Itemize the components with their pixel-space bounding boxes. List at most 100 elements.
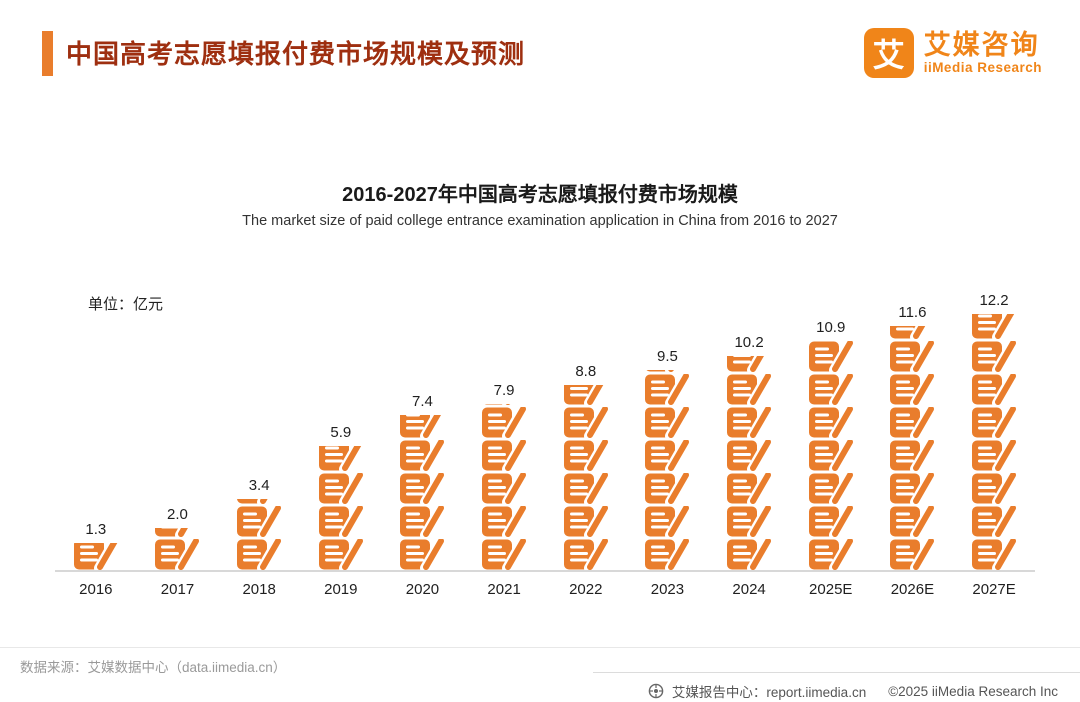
chart-title: 2016-2027年中国高考志愿填报付费市场规模: [342, 184, 738, 206]
document-pen-icon: [725, 535, 774, 570]
document-pen-icon: [317, 502, 365, 540]
document-pen-icon: [398, 415, 446, 441]
bar-column: 8.8: [549, 363, 623, 570]
logo-name-en: iiMedia Research: [923, 60, 1042, 76]
value-label: 7.4: [412, 393, 433, 410]
footer-right-divider: [593, 672, 1080, 673]
pictogram-bar: [725, 356, 774, 570]
document-pen-icon: [235, 499, 283, 507]
category-label: 2027E: [972, 581, 1016, 598]
category-label: 2020: [405, 581, 440, 598]
category-label: 2019: [324, 581, 358, 598]
iimedia-logo: 艾 艾媒咨询 iiMedia Research: [863, 28, 1042, 78]
document-pen-icon: [888, 469, 937, 507]
category-label: 2016: [79, 581, 113, 598]
document-pen-icon: [807, 502, 855, 540]
document-pen-icon: [970, 314, 1018, 342]
document-pen-icon: [480, 404, 528, 408]
category-label: 2022: [569, 581, 603, 598]
compass-icon: [648, 683, 664, 699]
data-source: 数据来源：艾媒数据中心（data.iimedia.cn）: [20, 660, 287, 675]
document-pen-icon: [888, 436, 937, 474]
document-pen-icon: [643, 370, 692, 408]
document-pen-icon: [480, 469, 529, 507]
document-pen-icon: [970, 370, 1019, 408]
document-pen-icon: [725, 502, 774, 540]
category-label: 2018: [242, 581, 276, 598]
document-pen-icon: [643, 469, 692, 507]
document-pen-icon: [807, 535, 855, 570]
document-pen-icon: [643, 535, 692, 570]
value-label: 11.6: [898, 304, 927, 321]
document-pen-icon: [643, 370, 691, 375]
logo-name-cn: 艾媒咨询: [923, 29, 1040, 60]
document-pen-icon: [562, 403, 610, 441]
document-pen-icon: [153, 535, 202, 570]
bar-column: 3.4: [222, 477, 296, 570]
document-pen-icon: [888, 403, 937, 441]
document-pen-icon: [235, 535, 284, 570]
document-pen-icon: [970, 502, 1019, 540]
value-label: 2.0: [167, 506, 188, 523]
pictogram-bar: [970, 314, 1019, 570]
document-pen-icon: [725, 403, 774, 441]
document-pen-icon: [888, 502, 937, 540]
document-pen-icon: [562, 436, 610, 474]
document-pen-icon: [480, 404, 529, 441]
value-label: 5.9: [330, 424, 352, 441]
bar-column: 11.6: [875, 304, 949, 570]
category-label: 2026E: [890, 581, 935, 598]
document-pen-icon: [562, 502, 610, 540]
unit-label: 单位：亿元: [88, 296, 164, 313]
value-label: 10.9: [816, 319, 846, 336]
pictogram-bar: [398, 415, 447, 570]
document-pen-icon: [480, 436, 529, 474]
document-pen-icon: [888, 370, 937, 408]
document-pen-icon: [643, 502, 692, 540]
document-pen-icon: [888, 337, 937, 375]
bar-column: 2.0: [140, 506, 214, 570]
title-accent-bar: [42, 31, 53, 76]
value-label: 1.3: [85, 521, 107, 538]
value-label: 8.8: [575, 363, 597, 380]
document-pen-icon: [725, 370, 774, 408]
iimedia-logo-icon: 艾: [863, 28, 914, 78]
category-label: 2021: [487, 581, 521, 598]
pictogram-bar: [153, 528, 202, 570]
document-pen-icon: [643, 403, 692, 441]
document-pen-icon: [317, 469, 365, 507]
document-pen-icon: [725, 469, 774, 507]
document-pen-icon: [317, 535, 365, 570]
document-pen-icon: [807, 436, 855, 474]
pictogram-bar: [480, 404, 529, 570]
document-pen-icon: [398, 535, 447, 570]
value-label: 12.2: [979, 292, 1009, 309]
document-pen-icon: [725, 436, 774, 474]
bar-column: 7.4: [385, 393, 459, 570]
footer-right: 艾媒报告中心：report.iimedia.cn ©2025 iiMedia R…: [648, 681, 1058, 701]
pictogram-bar: [72, 543, 120, 570]
document-pen-icon: [480, 502, 529, 540]
chart-subtitle: The market size of paid college entrance…: [242, 213, 838, 229]
document-pen-icon: [398, 469, 447, 507]
pictogram-bar: [317, 446, 365, 570]
category-label: 2024: [732, 581, 766, 598]
document-pen-icon: [970, 469, 1019, 507]
document-pen-icon: [153, 528, 201, 540]
plot-area: 1.3 2.0 3.4 5.9 7.4 7.9 8.8 9.5 10.2 10.9 11.6 12.2…: [55, 288, 1035, 598]
category-axis: 2016 2017 2018 2019 2020 2021 2022 2023 2024 2025…: [55, 572, 1035, 598]
document-pen-icon: [970, 436, 1019, 474]
category-label: 2017: [160, 581, 195, 598]
bar-column: 12.2: [957, 292, 1031, 570]
category-label: 2025E: [809, 581, 853, 598]
bar-column: 5.9: [304, 424, 378, 570]
bar-column: 1.3: [59, 521, 133, 570]
pictogram-bar: [888, 326, 937, 570]
bar-column: 10.9: [794, 319, 868, 570]
footer-divider: [0, 647, 1080, 648]
document-pen-icon: [970, 403, 1019, 441]
document-pen-icon: [807, 370, 855, 408]
document-pen-icon: [72, 543, 120, 570]
bar-column: 9.5: [630, 348, 704, 570]
